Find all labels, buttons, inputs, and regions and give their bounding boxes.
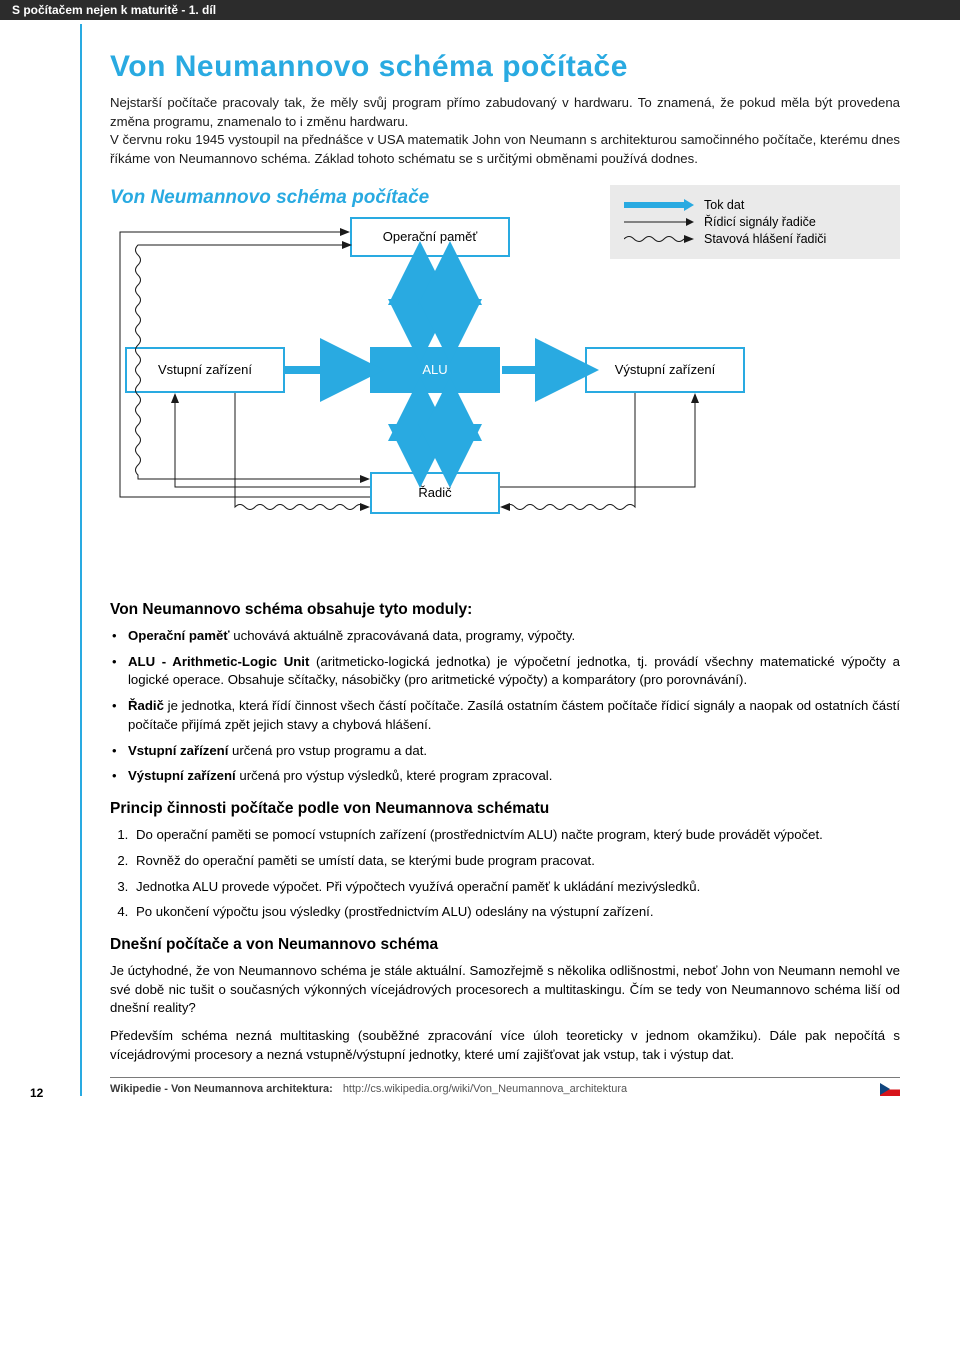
list-item: Po ukončení výpočtu jsou výsledky (prost… (132, 903, 900, 922)
legend-data-flow-icon (624, 198, 694, 212)
diagram-legend: Tok dat Řídicí signály řadiče Stavová hl… (610, 185, 900, 259)
node-output: Výstupní zařízení (585, 347, 745, 393)
page-title: Von Neumannovo schéma počítače (110, 50, 900, 84)
legend-label: Stavová hlášení řadiči (704, 232, 826, 246)
list-item: Operační paměť uchovává aktuálně zpracov… (128, 627, 900, 646)
divider (110, 1077, 900, 1078)
modules-list: Operační paměť uchovává aktuálně zpracov… (110, 627, 900, 786)
node-input: Vstupní zařízení (125, 347, 285, 393)
modules-heading: Von Neumannovo schéma obsahuje tyto modu… (110, 601, 900, 619)
list-item: Jednotka ALU provede výpočet. Při výpočt… (132, 878, 900, 897)
body-paragraph: Především schéma nezná multitasking (sou… (110, 1027, 900, 1064)
von-neumann-diagram: Tok dat Řídicí signály řadiče Stavová hl… (110, 217, 900, 587)
list-item: Řadič je jednotka, která řídí činnost vš… (128, 697, 900, 734)
today-heading: Dnešní počítače a von Neumannovo schéma (110, 936, 900, 954)
principle-heading: Princip činnosti počítače podle von Neum… (110, 800, 900, 818)
page-number: 12 (30, 1086, 43, 1100)
list-item: Rovněž do operační paměti se umístí data… (132, 852, 900, 871)
margin-rule (80, 24, 82, 1096)
book-header: S počítačem nejen k maturitě - 1. díl (0, 0, 960, 20)
node-alu: ALU (370, 347, 500, 393)
intro-paragraph: Nejstarší počítače pracovaly tak, že měl… (110, 94, 900, 169)
body-paragraph: Je úctyhodné, že von Neumannovo schéma j… (110, 962, 900, 1018)
node-controller: Řadič (370, 472, 500, 514)
list-item: Vstupní zařízení určená pro vstup progra… (128, 742, 900, 761)
legend-status-icon (624, 232, 694, 246)
list-item: ALU - Arithmetic-Logic Unit (aritmeticko… (128, 653, 900, 690)
legend-label: Řídicí signály řadiče (704, 215, 816, 229)
principle-list: Do operační paměti se pomocí vstupních z… (110, 826, 900, 922)
legend-control-icon (624, 215, 694, 229)
list-item: Výstupní zařízení určená pro výstup výsl… (128, 767, 900, 786)
legend-label: Tok dat (704, 198, 744, 212)
footer-link[interactable]: http://cs.wikipedia.org/wiki/Von_Neumann… (343, 1083, 627, 1095)
page-footer: Wikipedie - Von Neumannova architektura:… (110, 1083, 900, 1096)
list-item: Do operační paměti se pomocí vstupních z… (132, 826, 900, 845)
diagram-connections (110, 217, 900, 587)
node-memory: Operační paměť (350, 217, 510, 257)
footer-label: Wikipedie - Von Neumannova architektura: (110, 1083, 333, 1095)
czech-flag-icon (880, 1083, 900, 1096)
